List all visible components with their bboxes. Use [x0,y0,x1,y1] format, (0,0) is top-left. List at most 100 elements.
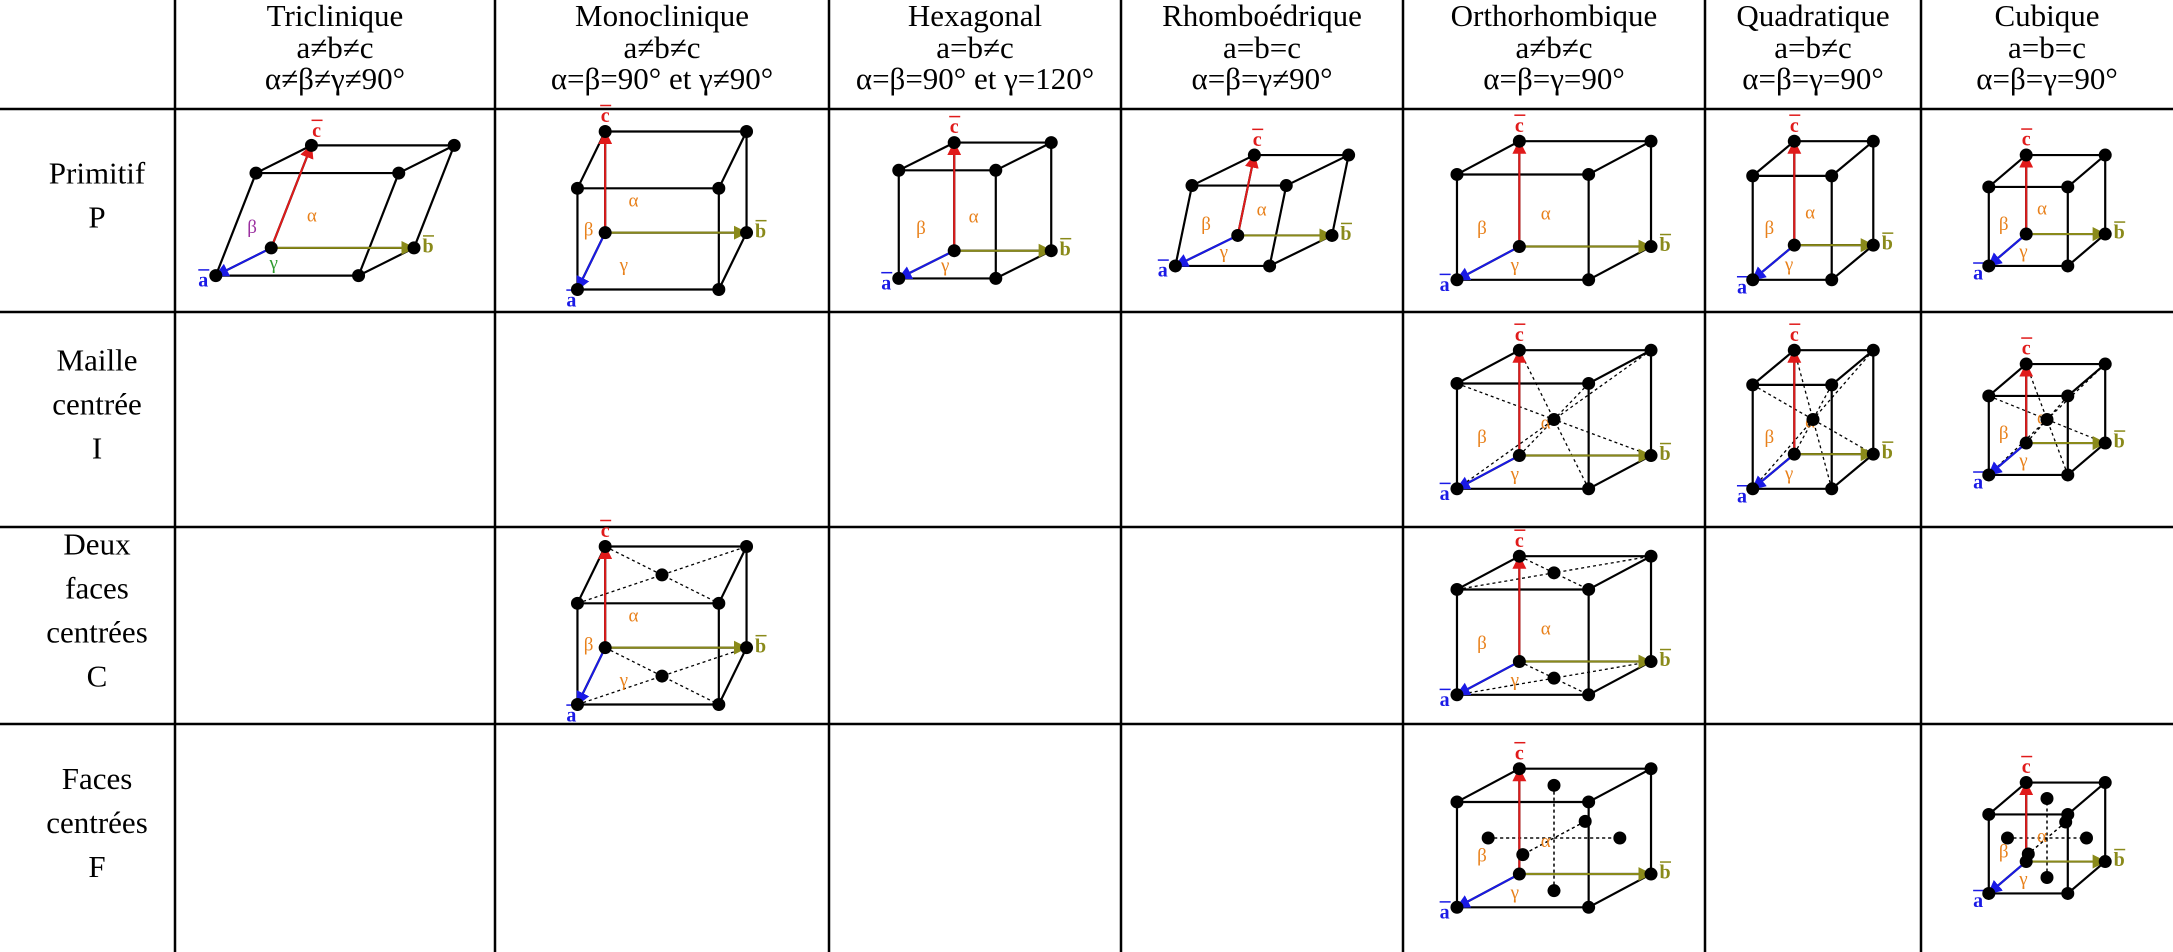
cell-edge [717,131,748,189]
column-angles: α≠β≠γ≠90° [265,61,405,96]
lattice-point [598,641,612,655]
cell-edge [1456,767,1520,803]
lattice-point [1582,167,1596,181]
lattice-point [712,596,726,610]
cell-edge [576,131,607,189]
lattice-point [2040,413,2054,426]
lattice-point [1806,413,1820,426]
lattice-point [1512,240,1526,254]
row-label: Faces [62,761,133,796]
lattice-point [209,269,223,283]
construction-line [1812,418,1874,455]
angle-label: γ [619,670,628,691]
lattice-point [740,539,754,553]
construction-line [2025,363,2048,420]
lattice-point [1481,831,1495,845]
angle-label: γ [1510,255,1519,276]
row-label: F [88,849,105,884]
lattice-point [1450,482,1464,496]
lattice-point [1644,343,1658,357]
lattice-point [1787,343,1801,357]
axis-label: a [198,269,208,291]
lattice-point [1982,807,1996,821]
angle-label: α [1805,202,1815,223]
axis-label: c [950,116,959,138]
axis-label: a [1440,274,1450,296]
cell-edge [717,647,748,705]
construction-line [1553,349,1652,421]
axis-vector [1987,233,2027,267]
angle-label: α [1541,618,1551,639]
column-angles: α=β=90° et γ=120° [856,61,1094,96]
lattice-point [1644,867,1658,881]
axis-label: b [755,635,766,657]
lattice-point [989,163,1003,177]
cell-edge [1588,245,1652,281]
column-name: Orthorhombique [1451,0,1658,33]
column-angles: α=β=γ=90° [1483,61,1625,96]
lattice-point [1644,134,1658,148]
axis-label: c [1515,115,1524,137]
angle-label: γ [1510,882,1519,903]
lattice-point [264,241,278,255]
row-label: I [92,431,102,466]
lattice-point [1247,148,1261,162]
row-label: C [87,659,108,694]
angle-label: γ [1784,463,1793,484]
lattice-point [1825,482,1839,496]
lattice-point [407,241,421,255]
axis-label: b [755,220,766,242]
column-lengths: a=b≠c [936,30,1014,65]
column-name: Quadratique [1736,0,1889,33]
lattice-point [1547,778,1561,792]
lattice-point [1450,900,1464,914]
lattice-point [989,271,1003,285]
row-label: faces [65,571,129,606]
axis-label: c [1515,742,1524,764]
construction-line [1752,384,1814,421]
lattice-point [740,641,754,655]
lattice-point [1547,413,1561,426]
column-angles: α=β=90° et γ≠90° [551,61,773,96]
axis-label: a [881,272,891,294]
axis-label: c [1253,129,1262,151]
axis-vector [1751,453,1795,490]
lattice-point [2019,227,2033,241]
cell-edge [1330,154,1350,236]
column-angles: α=β=γ≠90° [1191,61,1332,96]
lattice-point [712,698,726,712]
lattice-point [249,166,263,180]
lattice-point [1644,549,1658,563]
lattice-point [2059,815,2073,829]
lattice-point [2019,436,2033,450]
lattice-point [2061,180,2075,194]
lattice-point [947,136,961,150]
column-lengths: a=b=c [2008,30,2086,65]
axis-label: a [1440,689,1450,711]
cell-edge [398,144,455,175]
angle-label: γ [940,256,949,277]
cell-edge [995,249,1052,280]
angle-label: α [628,191,638,212]
lattice-point [2061,886,2075,900]
axis-vector [1455,454,1520,490]
axis-label: c [1790,115,1799,137]
cell-edge [1831,244,1874,281]
construction-line [2027,821,2067,855]
axis-label: b [1340,223,1351,245]
axis-label: c [601,105,610,127]
axis-label: b [2114,849,2125,871]
axis-label: b [1060,238,1071,260]
lattice-point [598,124,612,138]
lattice-point [598,226,612,240]
lattice-point [1325,228,1339,242]
cell-edge [1588,555,1652,591]
axis-vector [576,232,607,291]
lattice-point [1450,795,1464,809]
lattice-point [352,269,366,283]
axis-label: c [601,520,610,542]
construction-line [2046,419,2069,476]
angle-label: γ [1784,254,1793,275]
lattice-point [947,244,961,258]
lattice-point [2080,831,2094,845]
